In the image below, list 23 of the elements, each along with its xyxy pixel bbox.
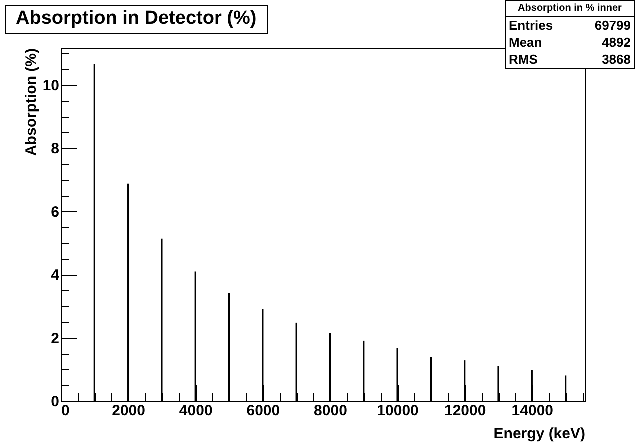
y-tick-label: 8 (51, 140, 60, 158)
text: Entries (509, 17, 554, 34)
x-tick-label: 2000 (112, 402, 146, 420)
x-tick-label: 0 (62, 402, 70, 420)
text: 3868 (602, 51, 631, 68)
text: Absorption in % inner (506, 1, 634, 17)
x-axis-title: Energy (keV) (494, 426, 586, 442)
y-tick-label: 10 (42, 77, 60, 94)
x-tick-label: 6000 (246, 402, 280, 420)
text: 4892 (602, 34, 631, 51)
y-tick-label: 2 (51, 330, 60, 348)
x-tick-label: 12000 (444, 402, 486, 420)
x-tick-label: 8000 (314, 402, 348, 420)
y-tick-label: 4 (51, 267, 60, 284)
x-tick-label: 4000 (179, 402, 213, 420)
text: 69799 (594, 17, 631, 34)
annotation: RMS (509, 51, 538, 68)
y-tick-label: 6 (51, 204, 60, 221)
y-axis-title: Absorption (%) (22, 48, 40, 156)
chart-title: Absorption in Detector (%) (5, 5, 268, 34)
x-tick-label: 14000 (512, 402, 554, 420)
x-tick-label: 10000 (377, 402, 419, 420)
annotation: Mean (509, 34, 542, 51)
